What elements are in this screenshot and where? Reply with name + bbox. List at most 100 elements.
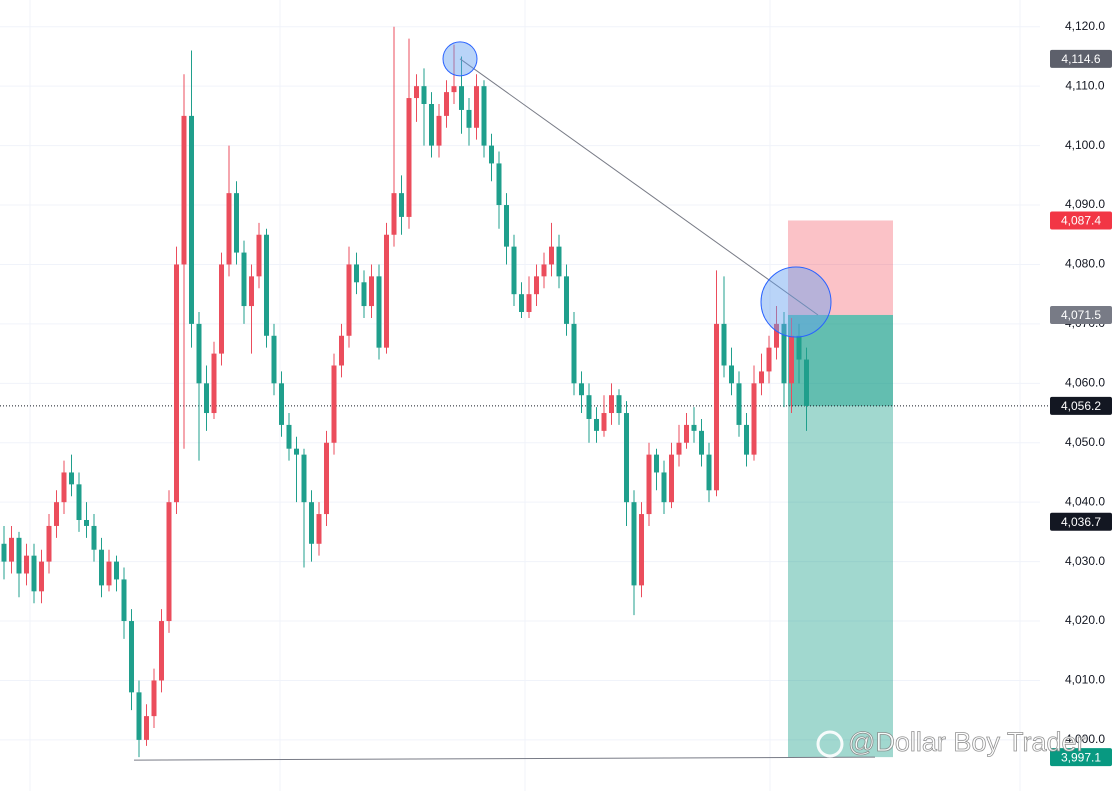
- candle-body: [369, 276, 374, 307]
- candle-body: [54, 502, 59, 526]
- candle-body: [721, 323, 727, 366]
- candle-body: [601, 413, 607, 431]
- candle-body: [76, 484, 82, 521]
- candle-body: [526, 294, 532, 313]
- candle-body: [571, 323, 577, 384]
- candle-body: [541, 264, 547, 277]
- candle-body: [309, 502, 314, 544]
- candle-body: [234, 193, 239, 253]
- candle-body: [714, 323, 719, 491]
- candle-body: [729, 365, 734, 384]
- y-tick-label: 4,050.0: [1065, 435, 1105, 449]
- candle-body: [294, 448, 299, 455]
- candle-body: [106, 561, 112, 586]
- candle-body: [406, 98, 412, 217]
- candle-body: [451, 86, 457, 93]
- candle-body: [46, 525, 52, 562]
- candle-body: [324, 442, 329, 515]
- candle-body: [624, 413, 629, 503]
- candle-body: [121, 579, 127, 622]
- candle-body: [91, 525, 97, 550]
- candle-body: [31, 555, 37, 592]
- candle-body: [616, 395, 622, 414]
- candle-body: [84, 520, 89, 526]
- candle-body: [646, 454, 652, 515]
- candle-body: [264, 234, 269, 336]
- position-tag: [1050, 305, 1112, 324]
- candle-body: [189, 115, 194, 324]
- candle-body: [9, 537, 14, 562]
- candle-body: [534, 276, 539, 295]
- anchor: [760, 266, 832, 338]
- candle-body: [804, 359, 809, 406]
- watermark: @Dollar Boy Trader: [848, 727, 1086, 757]
- price-tag-label: 4,114.6: [1061, 52, 1100, 66]
- position-tag-label: 4,071.5: [1061, 308, 1101, 322]
- candle-body: [661, 472, 667, 503]
- candle-body: [204, 383, 209, 414]
- candle-body: [781, 323, 787, 384]
- candle-body: [691, 424, 697, 431]
- candle-body: [211, 353, 217, 414]
- candle-body: [736, 383, 742, 425]
- candle-body: [114, 561, 119, 580]
- candle-body: [166, 502, 172, 622]
- candle-body: [219, 264, 224, 354]
- candle-body: [481, 86, 487, 146]
- candle-body: [241, 252, 247, 307]
- y-tick-label: 4,080.0: [1065, 257, 1105, 271]
- candle-body: [504, 205, 509, 247]
- candle-body: [384, 234, 389, 348]
- y-tick-label: 4,040.0: [1065, 494, 1105, 508]
- candle-body: [474, 86, 479, 128]
- candle-body: [331, 365, 337, 443]
- candle-body: [519, 294, 524, 313]
- candle-body: [24, 555, 29, 574]
- price-tag-label: 4,056.2: [1061, 399, 1101, 413]
- candle-body: [39, 561, 44, 592]
- candle-body: [1, 543, 7, 562]
- candle-body: [136, 692, 142, 740]
- y-tick-label: 4,100.0: [1065, 138, 1105, 152]
- candle-body: [459, 86, 464, 110]
- position-tag-label: 3,997.1: [1061, 750, 1101, 764]
- candle-body: [549, 246, 554, 265]
- y-tick-label: 4,030.0: [1065, 554, 1105, 568]
- candle-body: [144, 716, 149, 740]
- candle-body: [684, 424, 689, 443]
- position-tag-label: 4,087.4: [1061, 214, 1101, 228]
- candle-body: [676, 442, 682, 455]
- candle-body: [796, 335, 802, 360]
- candle-body: [249, 276, 254, 307]
- candle-body: [339, 335, 344, 366]
- y-tick-label: 4,120.0: [1065, 19, 1105, 33]
- candle-body: [346, 264, 352, 336]
- candle-body: [744, 424, 749, 455]
- y-tick-label: 4,090.0: [1065, 197, 1105, 211]
- candle-body: [774, 323, 779, 348]
- candle-body: [16, 537, 22, 574]
- candle-body: [556, 246, 562, 277]
- candle-body: [414, 86, 419, 99]
- price-tag-label: 4,036.7: [1061, 515, 1101, 529]
- position-tag: [1050, 748, 1112, 767]
- y-tick-label: 4,060.0: [1065, 375, 1105, 389]
- candle-body: [429, 104, 434, 146]
- stop-zone: [788, 220, 893, 315]
- candle-body: [99, 549, 104, 586]
- candle-body: [361, 282, 367, 307]
- candle-body: [421, 86, 427, 105]
- candle-body: [279, 383, 284, 425]
- candle-body: [789, 335, 794, 384]
- watermark-icon: [816, 730, 844, 758]
- candle-body: [301, 454, 307, 503]
- y-tick-label: 4,110.0: [1065, 78, 1104, 92]
- price-tag: [1050, 512, 1112, 531]
- position-tag: [1050, 211, 1112, 230]
- candle-body: [699, 430, 704, 455]
- candle-body: [631, 502, 637, 586]
- candle-body: [496, 163, 502, 206]
- support-line: [133, 756, 876, 761]
- candle-body: [766, 347, 772, 372]
